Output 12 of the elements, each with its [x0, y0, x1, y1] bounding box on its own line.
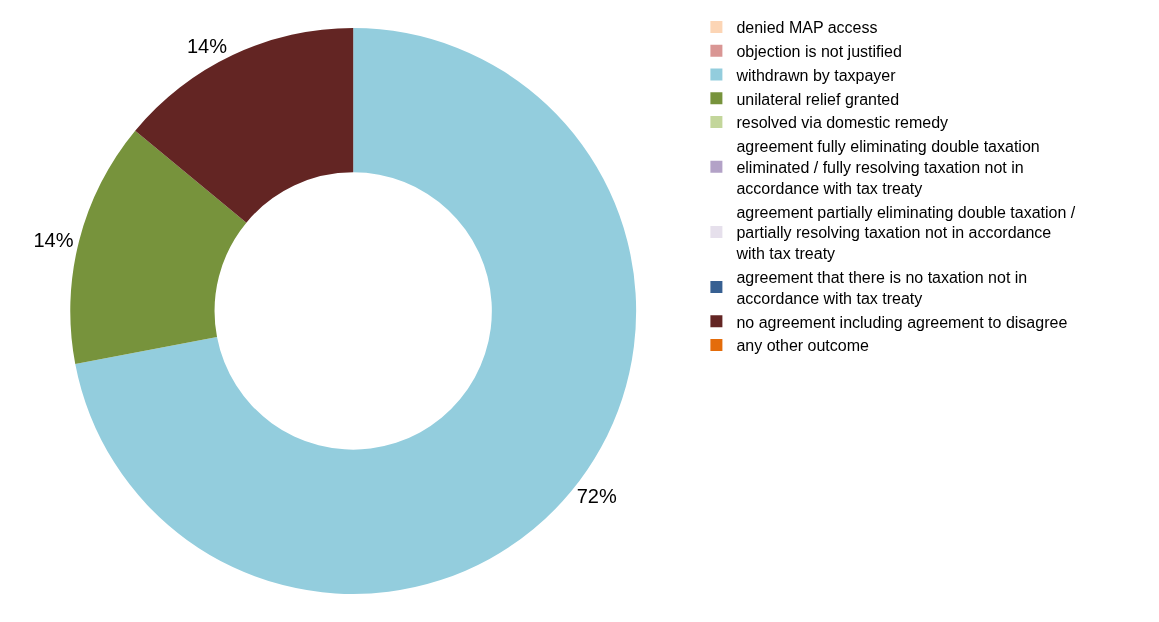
donut-slice	[75, 28, 637, 594]
legend-label: objection is not justified	[736, 42, 902, 60]
legend-label: withdrawn by taxpayer	[735, 66, 897, 84]
data-label: 14%	[186, 34, 228, 57]
legend-label: any other outcome	[736, 337, 870, 355]
legend-label: resolved via domestic remedy	[736, 114, 949, 132]
legend-label: denied MAP access	[736, 19, 878, 37]
legend-label: no agreement including agreement to disagree	[736, 313, 1068, 331]
data-label: 72%	[576, 484, 617, 507]
legend-label: unilateral relief granted	[736, 90, 900, 108]
data-label: 14%	[33, 228, 74, 251]
donut-slice	[135, 28, 354, 223]
